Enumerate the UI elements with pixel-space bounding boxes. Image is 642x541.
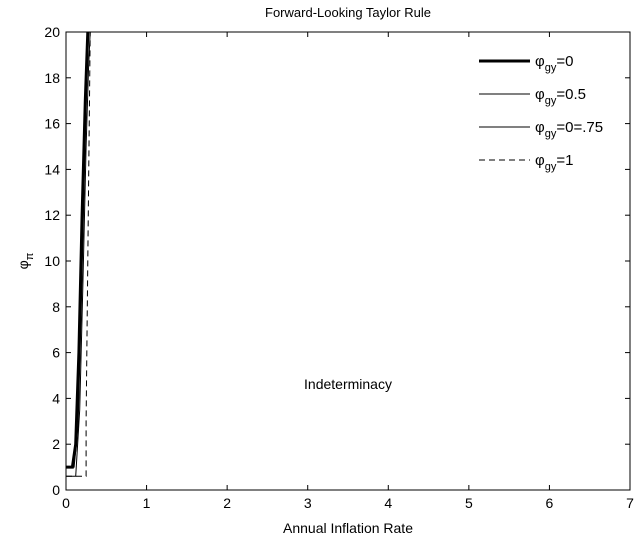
chart-title: Forward-Looking Taylor Rule — [265, 5, 431, 20]
y-axis-label: φπ — [15, 252, 36, 269]
svg-text:φπ: φπ — [15, 252, 36, 269]
y-tick-label-9: 18 — [44, 70, 60, 86]
x-tick-label-0: 0 — [62, 495, 70, 511]
x-tick-label-2: 2 — [223, 495, 231, 511]
series-line-3 — [66, 32, 91, 477]
y-tick-label-5: 10 — [44, 253, 60, 269]
y-tick-label-3: 6 — [52, 345, 60, 361]
annotations: Indeterminacy — [304, 376, 392, 392]
series-line-1 — [66, 32, 90, 468]
x-tick-label-3: 3 — [304, 495, 312, 511]
y-tick-label-0: 0 — [52, 482, 60, 498]
series-line-0 — [66, 32, 90, 469]
y-tick-label-7: 14 — [44, 161, 60, 177]
annotation-0: Indeterminacy — [304, 376, 392, 392]
series-layer — [66, 32, 91, 477]
x-axis-label: Annual Inflation Rate — [283, 520, 413, 536]
x-tick-label-7: 7 — [626, 495, 634, 511]
y-tick-label-10: 20 — [44, 24, 60, 40]
legend-label-3: φgy=1 — [535, 152, 573, 173]
x-tick-label-1: 1 — [143, 495, 151, 511]
x-tick-label-6: 6 — [546, 495, 554, 511]
legend: φgy=0 φgy=0.5 φgy=0=.75 φgy=1 — [479, 53, 603, 173]
legend-label-2: φgy=0=.75 — [535, 119, 603, 140]
x-tick-label-5: 5 — [465, 495, 473, 511]
y-axis-label-sub: π — [24, 252, 36, 260]
y-axis-label-base: φ — [15, 260, 31, 269]
y-tick-label-2: 4 — [52, 390, 60, 406]
series-line-2 — [66, 32, 91, 477]
x-tick-label-4: 4 — [384, 495, 392, 511]
legend-label-0: φgy=0 — [535, 53, 573, 74]
y-tick-label-6: 12 — [44, 207, 60, 223]
y-tick-label-4: 8 — [52, 299, 60, 315]
y-tick-label-1: 2 — [52, 436, 60, 452]
y-tick-label-8: 16 — [44, 116, 60, 132]
axis-ticks — [65, 31, 631, 491]
legend-label-1: φgy=0.5 — [535, 86, 586, 107]
